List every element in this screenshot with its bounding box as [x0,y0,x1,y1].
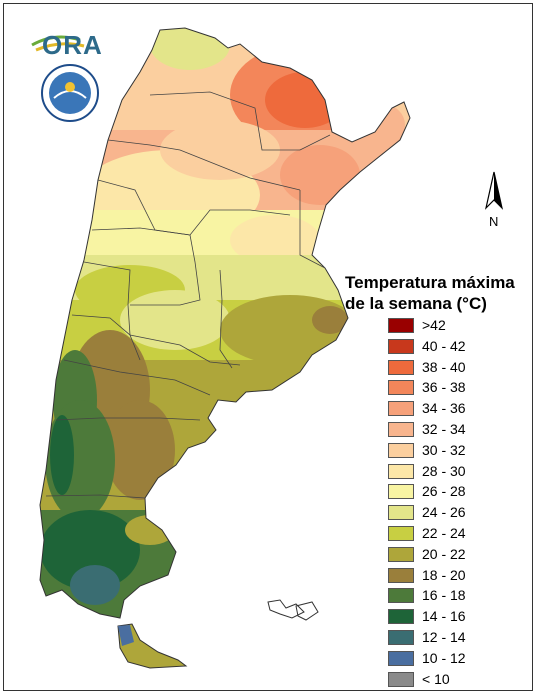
legend-item: 40 - 42 [388,337,528,357]
legend-swatch [388,318,414,333]
legend-item: 38 - 40 [388,358,528,378]
legend-label: >42 [422,317,446,333]
legend-item: 12 - 14 [388,629,528,648]
legend-swatch [388,671,414,687]
ora-logo-text: ORA [42,30,103,60]
legend-item: 20 - 22 [388,545,528,565]
north-arrow-icon [484,171,504,210]
legend-swatch [388,650,414,666]
legend-label: 18 - 20 [422,566,466,583]
legend-swatch [388,526,414,541]
legend-item: 34 - 36 [388,400,528,419]
map-frame [3,3,533,691]
legend-swatch [388,401,414,417]
legend-label: 30 - 32 [422,441,466,458]
legend-item: 14 - 16 [388,608,528,627]
north-label: N [489,214,499,229]
legend-swatch [388,546,414,562]
legend-label: 24 - 26 [422,504,466,521]
legend-item: >42 [388,317,528,336]
legend-item: 22 - 24 [388,525,528,544]
legend-swatch [388,567,414,583]
legend-label: 22 - 24 [422,525,466,541]
legend-swatch [388,588,414,604]
legend-swatch [388,359,414,375]
legend-title: Temperatura máxima de la semana (°C) [345,272,535,314]
malvinas-islands [267,599,319,621]
legend-item: < 10 [388,670,528,690]
legend-label: 40 - 42 [422,337,466,354]
legend-swatch [388,422,414,437]
legend-swatch [388,463,414,479]
legend-item: 16 - 18 [388,587,528,606]
legend-label: 38 - 40 [422,358,466,375]
legend-swatch [388,380,414,396]
legend-title-line2: de la semana (°C) [345,294,487,313]
tierra-del-fuego [117,623,188,669]
ora-logo-icon [31,35,85,52]
legend-swatch [388,609,414,625]
legend-item: 24 - 26 [388,504,528,523]
legend-label: 36 - 38 [422,379,466,396]
legend-item: 32 - 34 [388,421,528,440]
legend-item: 30 - 32 [388,441,528,461]
legend-label: 10 - 12 [422,649,466,666]
legend-label: 14 - 16 [422,608,466,625]
legend-swatch [388,630,414,645]
smn-seal-icon [41,64,99,122]
legend-label: 26 - 28 [422,483,466,500]
legend-item: 28 - 30 [388,462,528,482]
legend-swatch [388,338,414,354]
legend-swatch [388,505,414,521]
legend-label: 20 - 22 [422,545,466,562]
legend-swatch [388,442,414,458]
legend-item: 36 - 38 [388,379,528,398]
legend-item: 26 - 28 [388,483,528,502]
legend-label: < 10 [422,670,450,687]
legend-label: 28 - 30 [422,462,466,479]
legend-label: 16 - 18 [422,587,466,604]
legend-label: 34 - 36 [422,400,466,417]
legend-label: 12 - 14 [422,629,466,645]
legend-title-line1: Temperatura máxima [345,273,515,292]
province-borders [39,27,411,619]
legend-item: 18 - 20 [388,566,528,586]
legend-item: 10 - 12 [388,649,528,669]
legend-swatch [388,484,414,500]
legend-label: 32 - 34 [422,421,466,437]
